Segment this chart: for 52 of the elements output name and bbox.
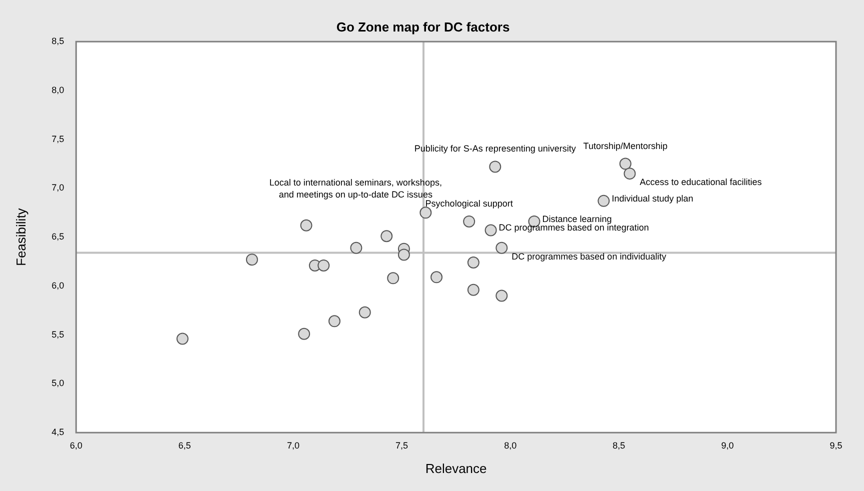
point (398, 248, 410, 261)
x-tick-label: 6,0 (70, 440, 82, 450)
x-tick-label: 8,5 (612, 440, 626, 450)
annotation: Distance learning (542, 214, 612, 224)
chart-title: Go Zone map for DC factors (336, 19, 510, 34)
y-tick-label: 7,5 (52, 134, 64, 144)
y-tick-label: 6,0 (52, 280, 64, 290)
point (496, 242, 508, 254)
point (298, 328, 310, 340)
y-axis-title: Feasibility (13, 208, 28, 266)
point (387, 272, 400, 284)
point (598, 194, 610, 207)
y-tick-label: 5,0 (52, 378, 64, 388)
x-tick-label: 6,5 (178, 440, 191, 450)
y-tick-label: 4,5 (52, 427, 64, 438)
point (420, 206, 432, 219)
annotation: Publicity for S-As representing university (414, 144, 576, 154)
y-tick-label: 7,0 (52, 182, 64, 193)
x-tick-label: 7,0 (286, 440, 300, 450)
point (380, 230, 393, 242)
point (176, 332, 188, 345)
x-tick-label: 9,5 (830, 440, 842, 450)
point (484, 224, 497, 236)
annotation: DC programmes based on integration (498, 222, 649, 233)
annotation: Access to educational facilities (640, 177, 762, 188)
point (300, 219, 312, 232)
point (430, 271, 443, 284)
point (246, 254, 258, 266)
point (328, 315, 340, 328)
y-tick-label: 5,5 (52, 329, 64, 340)
x-tick-label: 9,0 (721, 440, 734, 450)
point (496, 290, 508, 302)
point (358, 306, 371, 318)
x-axis-title: Relevance (425, 460, 487, 476)
point (624, 168, 636, 180)
annotation: Tutorship/Mentorship (583, 140, 668, 151)
point (467, 284, 480, 296)
annotation: Individual study plan (612, 193, 694, 204)
annotation: Local to international seminars, workshops, and meetings on up-to-date DC issues (269, 178, 442, 200)
annotation: Psychological support (425, 198, 514, 208)
point (619, 158, 632, 170)
point (350, 242, 362, 254)
point (467, 256, 480, 269)
point (318, 259, 330, 272)
y-tick-label: 6,5 (52, 232, 64, 242)
y-tick-label: 8,5 (52, 36, 64, 46)
point (489, 160, 502, 173)
y-tick-label: 8,0 (52, 84, 64, 95)
x-tick-label: 8,0 (504, 440, 517, 450)
point (463, 215, 476, 228)
annotation: DC programmes based on individuality (512, 251, 667, 262)
x-tick-label: 7,5 (396, 440, 408, 450)
